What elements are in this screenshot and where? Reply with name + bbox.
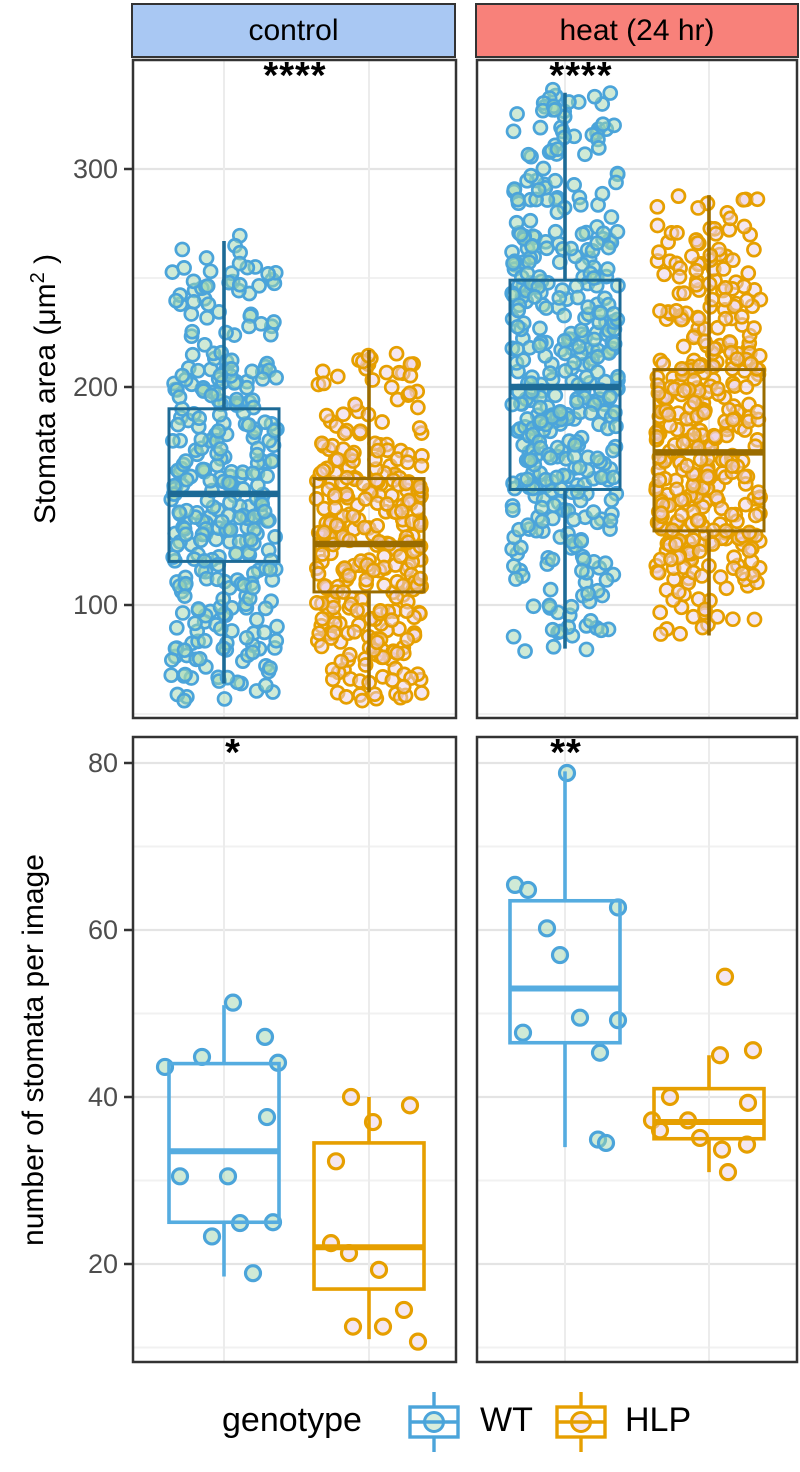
jitter-points-hlp-heat-area bbox=[648, 188, 769, 642]
facet-strip-heat-label: heat (24 hr) bbox=[559, 13, 715, 47]
y-tick-label-area-200: 200 bbox=[72, 372, 118, 402]
facet-strip-control-label: control bbox=[248, 13, 339, 47]
boxplot-hlp-control-area bbox=[312, 349, 426, 693]
y-axis-title-area-close: ) bbox=[29, 253, 62, 273]
legend-label-wt: WT bbox=[480, 1401, 533, 1439]
panel-border-count-heat bbox=[475, 735, 799, 1364]
panel-bg-count-heat bbox=[477, 737, 797, 1362]
panel-border-area-heat bbox=[475, 58, 799, 720]
panel-border-area-control bbox=[131, 58, 458, 720]
legend-title: genotype bbox=[222, 1401, 362, 1439]
boxplot-wt-heat-area bbox=[508, 92, 622, 649]
y-axis-title-count-text: number of stomata per image bbox=[17, 854, 50, 1246]
y-tick-label-count-60: 60 bbox=[87, 915, 118, 945]
significance-area-heat: **** bbox=[549, 55, 613, 97]
y-tick-label-count-80: 80 bbox=[87, 748, 118, 778]
significance-count-heat: ** bbox=[550, 732, 582, 774]
boxplot-hlp-control-count bbox=[312, 1097, 426, 1340]
significance-area-control: **** bbox=[263, 55, 327, 97]
boxplot-wt-control-area bbox=[167, 240, 281, 684]
facet-strip-heat: heat (24 hr) bbox=[475, 3, 799, 58]
y-axis-title-count: number of stomata per image bbox=[13, 670, 55, 1430]
y-axis-title-area-text: Stomata area (μm bbox=[29, 283, 62, 525]
y-tick-label-count-20: 20 bbox=[87, 1249, 118, 1279]
y-tick-label-area-300: 300 bbox=[72, 154, 118, 184]
y-axis-title-area-sup: 2 bbox=[27, 272, 49, 284]
boxplot-wt-control-count bbox=[167, 1005, 281, 1277]
boxplot-wt-heat-count bbox=[508, 771, 622, 1148]
legend-label-hlp: HLP bbox=[625, 1401, 692, 1439]
legend-key-hlp-icon bbox=[555, 1392, 607, 1452]
panel-border-count-control bbox=[131, 735, 458, 1364]
boxplot-hlp-heat-area bbox=[652, 195, 766, 636]
y-tick-label-area-100: 100 bbox=[72, 590, 118, 620]
y-tick-label-count-40: 40 bbox=[87, 1082, 118, 1112]
significance-count-control: * bbox=[225, 732, 241, 774]
panel-bg-count-control bbox=[133, 737, 456, 1362]
facet-strip-control: control bbox=[131, 3, 456, 58]
legend-key-wt-icon bbox=[408, 1392, 460, 1452]
boxplot-hlp-heat-count bbox=[652, 1055, 766, 1173]
gridlines-count-heat bbox=[477, 737, 797, 1362]
